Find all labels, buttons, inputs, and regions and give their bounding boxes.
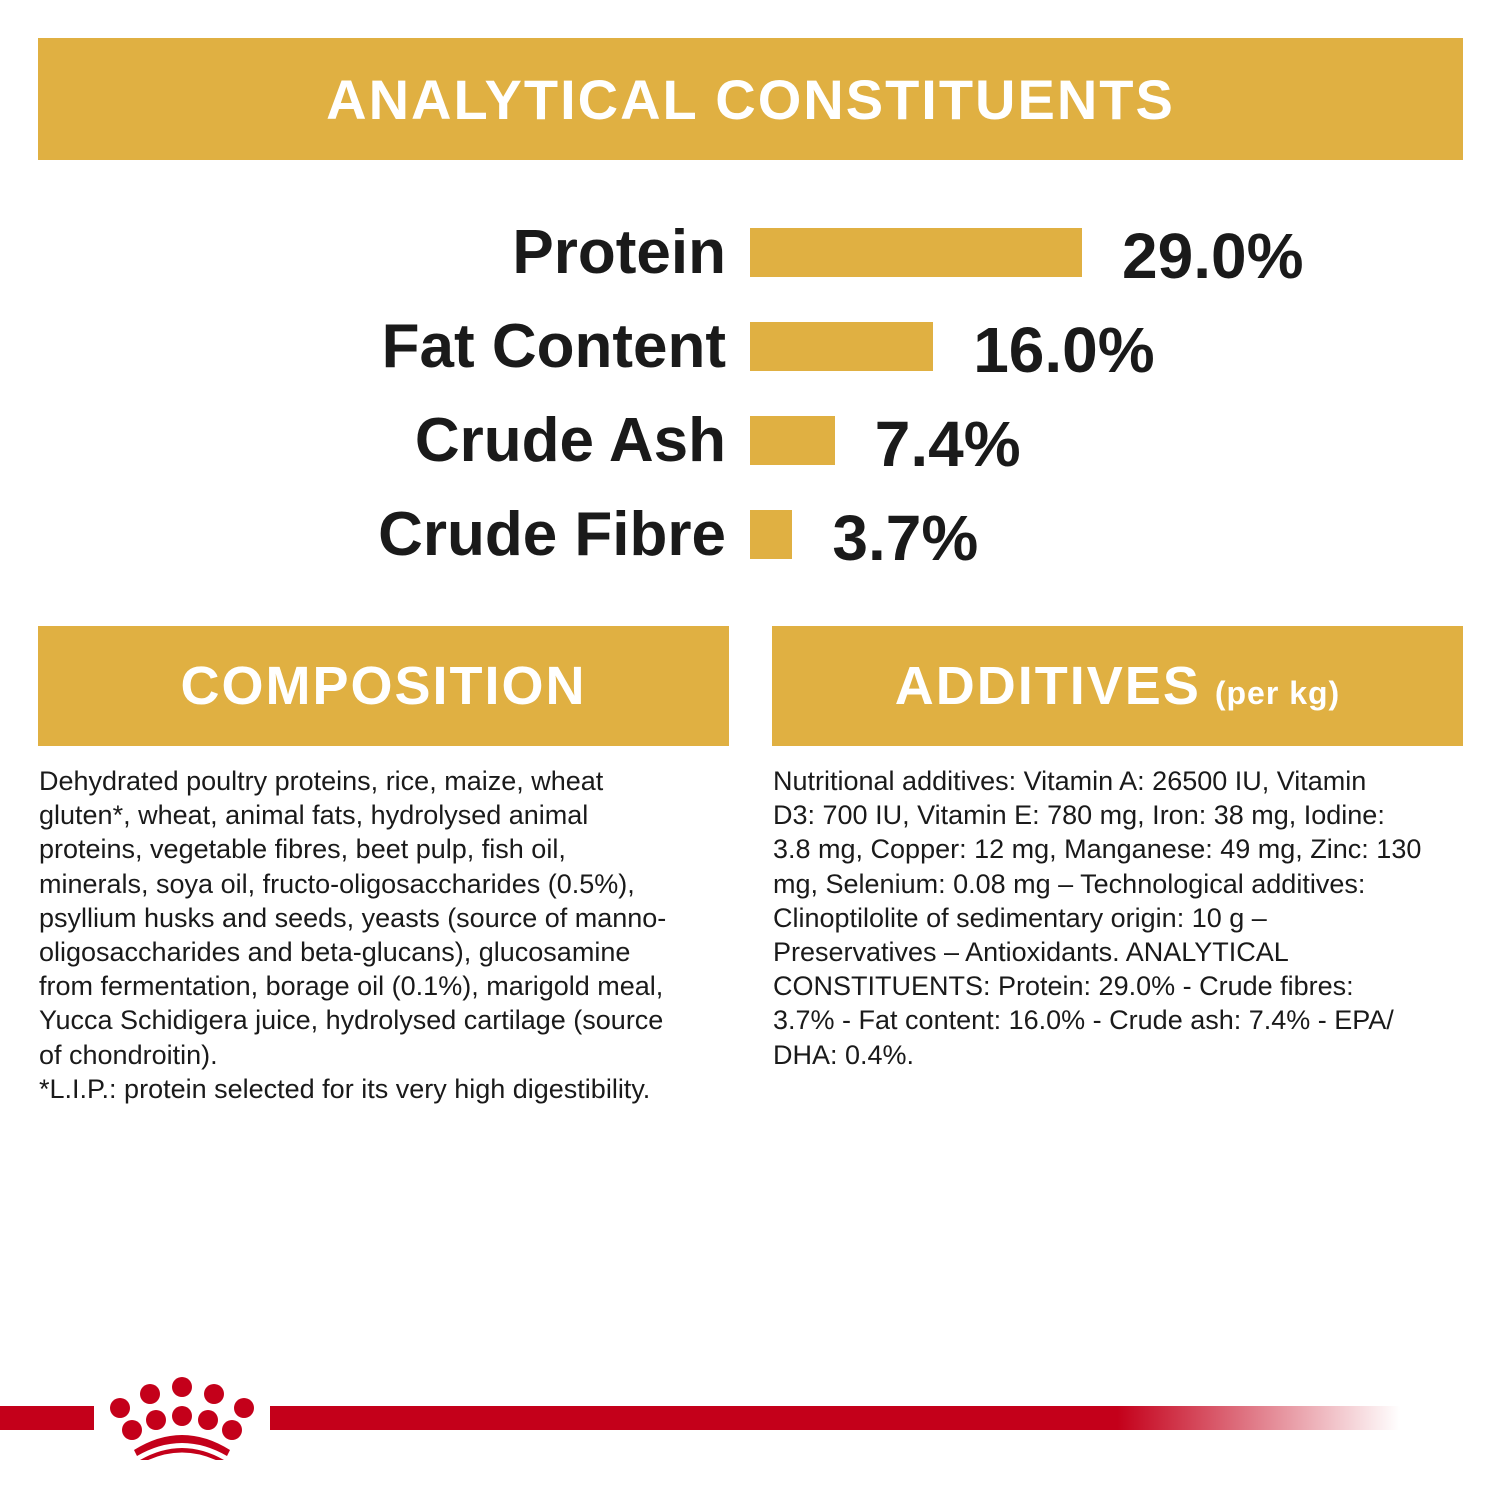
composition-line: psyllium husks and seeds, yeasts (source… xyxy=(39,902,667,933)
bar-value-label: 3.7% xyxy=(832,502,979,574)
composition-line: from fermentation, borage oil (0.1%), ma… xyxy=(39,971,664,1002)
bar-label: Protein xyxy=(512,218,726,287)
composition-header: COMPOSITION xyxy=(38,626,729,746)
footer-red-line-right xyxy=(270,1406,1400,1430)
crown-logo-icon xyxy=(110,1377,254,1460)
additives-text: Nutritional additives: Vitamin A: 26500 … xyxy=(773,764,1421,1072)
bar xyxy=(750,228,1083,277)
additives-header: ADDITIVES (per kg) xyxy=(772,626,1463,746)
analytical-constituents-header: ANALYTICAL CONSTITUENTS xyxy=(38,38,1463,160)
additives-line: Preservatives – Antioxidants. ANALYTICAL xyxy=(773,937,1289,968)
composition-line: of chondroitin). xyxy=(39,1039,218,1070)
header-title: ANALYTICAL CONSTITUENTS xyxy=(326,67,1175,131)
footer-red-line-left xyxy=(0,1406,94,1430)
additives-line: mg, Selenium: 0.08 mg – Technological ad… xyxy=(773,868,1366,899)
composition-line: oligosaccharides and beta-glucans), gluc… xyxy=(39,937,631,968)
additives-line: CONSTITUENTS: Protein: 29.0% - Crude fib… xyxy=(773,971,1354,1002)
composition-line: Dehydrated poultry proteins, rice, maize… xyxy=(39,766,604,796)
bar-label: Crude Fibre xyxy=(378,500,726,569)
additives-line: 3.7% - Fat content: 16.0% - Crude ash: 7… xyxy=(773,1005,1394,1036)
composition-line: minerals, soya oil, fructo-oligosacchari… xyxy=(39,868,635,899)
additives-line: Clinoptilolite of sedimentary origin: 10… xyxy=(773,902,1267,933)
additives-line: DHA: 0.4%. xyxy=(773,1039,915,1070)
composition-line: Yucca Schidigera juice, hydrolysed carti… xyxy=(39,1005,664,1036)
composition-title: COMPOSITION xyxy=(180,656,587,716)
bar xyxy=(750,510,793,559)
composition-line: *L.I.P.: protein selected for its very h… xyxy=(39,1073,651,1104)
additives-line: D3: 700 IU, Vitamin E: 780 mg, Iron: 38 … xyxy=(773,800,1385,831)
composition-line: gluten*, wheat, animal fats, hydrolysed … xyxy=(39,800,589,831)
bar-label: Fat Content xyxy=(381,312,726,381)
bar xyxy=(750,322,934,371)
bar xyxy=(750,416,835,465)
additives-line: 3.8 mg, Copper: 12 mg, Manganese: 49 mg,… xyxy=(773,834,1422,865)
bar-label: Crude Ash xyxy=(414,406,726,475)
additives-title: ADDITIVES xyxy=(894,656,1201,716)
bar-value-label: 16.0% xyxy=(973,314,1155,386)
composition-text: Dehydrated poultry proteins, rice, maize… xyxy=(39,764,666,1106)
additives-subtitle: (per kg) xyxy=(1214,674,1341,711)
bar-value-label: 7.4% xyxy=(874,408,1021,480)
bar-value-label: 29.0% xyxy=(1122,220,1304,292)
composition-line: proteins, vegetable fibres, beet pulp, f… xyxy=(39,834,566,865)
additives-line: Nutritional additives: Vitamin A: 26500 … xyxy=(773,766,1367,796)
